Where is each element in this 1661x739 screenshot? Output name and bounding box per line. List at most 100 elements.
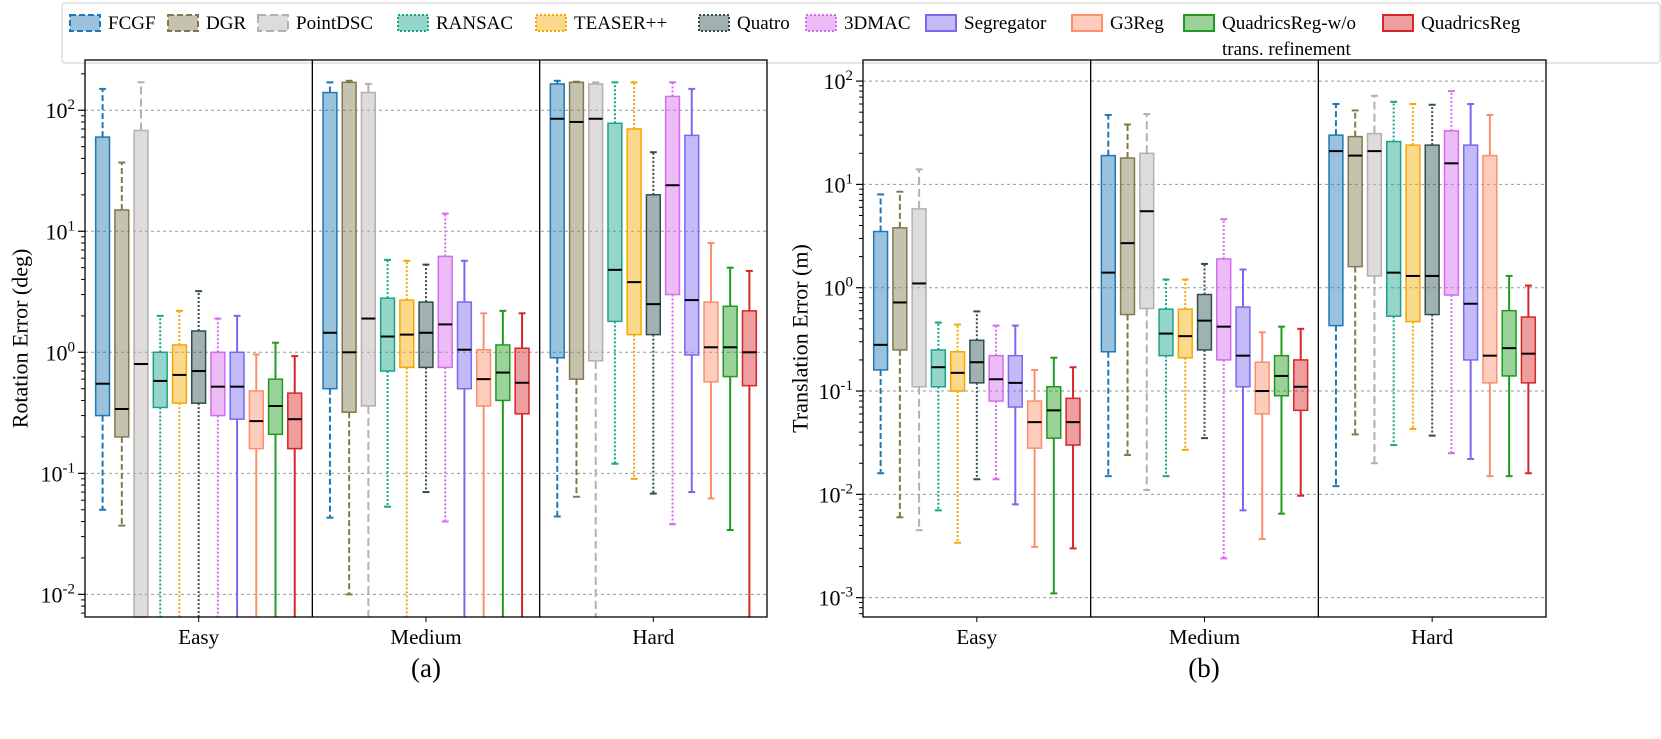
x-tick-label: Easy	[178, 625, 219, 649]
box-dgr-easy	[114, 161, 130, 527]
legend-entry-quadricsreg-w-o-trans-refinement: QuadricsReg-w/o trans. refinement	[1183, 13, 1356, 60]
legend-swatch	[805, 14, 837, 32]
y-tick-label: 101	[46, 218, 76, 244]
box-pointdsc-easy	[911, 168, 927, 532]
box-segregator-medium	[1235, 268, 1251, 512]
box-body	[1501, 309, 1517, 377]
box-segregator-hard	[1462, 103, 1479, 460]
box-body	[626, 128, 642, 336]
box-fcgf-medium	[1100, 113, 1116, 478]
legend-label: TEASER++	[574, 13, 667, 34]
box-dgr-medium	[341, 79, 357, 596]
legend-entry-dgr: DGR	[167, 13, 246, 34]
box-body	[1007, 354, 1023, 408]
box-quadricsreg-w-o-trans-refinement-easy	[267, 341, 284, 617]
box-dgr-hard	[568, 80, 585, 498]
box-quatro-medium	[1196, 262, 1213, 440]
box-quatro-medium	[418, 263, 434, 494]
legend-entry-3dmac: 3DMAC	[805, 13, 911, 34]
y-tick-label: 100	[46, 339, 76, 365]
box-body	[1046, 386, 1062, 439]
box-3dmac-easy	[210, 317, 226, 617]
legend-swatch	[1183, 14, 1215, 32]
box-g3reg-hard	[703, 241, 719, 500]
box-body	[684, 134, 700, 356]
box-quadricsreg-w-o-trans-refinement-medium	[495, 309, 511, 617]
box-body	[1254, 361, 1270, 415]
legend-entry-quadricsreg: QuadricsReg	[1382, 13, 1521, 34]
box-body	[114, 209, 130, 438]
legend-entry-pointdsc: PointDSC	[257, 13, 373, 34]
y-tick-label: 101	[824, 171, 854, 197]
box-body	[1100, 154, 1116, 353]
legend-label: PointDSC	[296, 13, 373, 34]
box-teaser-easy	[171, 309, 188, 617]
box-body	[1482, 154, 1498, 384]
y-tick-label: 10-2	[41, 581, 76, 607]
box-body	[645, 194, 661, 336]
box-body	[1347, 135, 1363, 268]
box-quadricsreg-medium	[514, 312, 530, 617]
legend-swatch	[69, 14, 101, 32]
y-tick-label: 102	[824, 68, 854, 94]
box-quadricsreg-easy	[1065, 366, 1081, 550]
legend-label: FCGF	[108, 13, 156, 34]
box-body	[379, 297, 396, 372]
box-quatro-hard	[1424, 103, 1440, 437]
y-tick-label: 10-3	[819, 585, 854, 611]
box-body	[248, 390, 264, 450]
box-ransac-medium	[379, 258, 396, 508]
legend-entry-g3reg: G3Reg	[1071, 13, 1164, 34]
box-body	[322, 91, 338, 390]
box-body	[1119, 157, 1136, 316]
box-g3reg-easy	[248, 353, 264, 617]
box-g3reg-medium	[475, 312, 492, 617]
box-fcgf-hard	[549, 79, 565, 518]
box-quadricsreg-hard	[1520, 284, 1537, 475]
box-ransac-easy	[152, 314, 168, 617]
box-body	[911, 208, 927, 388]
box-quadricsreg-easy	[287, 355, 303, 617]
box-body	[514, 347, 530, 415]
box-quadricsreg-w-o-trans-refinement-hard	[1501, 274, 1517, 478]
legend-label: RANSAC	[436, 13, 513, 34]
legend-label: QuadricsReg	[1421, 13, 1521, 34]
box-ransac-easy	[930, 321, 947, 512]
legend-label: 3DMAC	[844, 13, 911, 34]
legend-label: QuadricsReg-w/o	[1222, 13, 1356, 34]
box-body	[1158, 308, 1174, 357]
x-tick-label: Hard	[1411, 625, 1453, 649]
legend-label-line2: trans. refinement	[1222, 39, 1351, 60]
box-body	[568, 81, 585, 380]
box-body	[1177, 308, 1193, 359]
box-body	[1386, 140, 1402, 317]
box-body	[930, 349, 947, 388]
box-quadricsreg-w-o-trans-refinement-medium	[1273, 325, 1290, 515]
box-body	[1462, 144, 1479, 361]
box-body	[588, 83, 604, 362]
box-quadricsreg-w-o-trans-refinement-easy	[1046, 356, 1062, 595]
box-3dmac-hard	[1443, 90, 1460, 455]
box-body	[549, 83, 565, 359]
legend-swatch	[1382, 14, 1414, 32]
legend-frame	[61, 2, 1661, 64]
x-tick-label: Medium	[390, 625, 461, 649]
box-dgr-hard	[1347, 109, 1363, 436]
legend-entry-teaser: TEASER++	[535, 13, 667, 34]
y-axis-label: Translation Error (m)	[788, 244, 813, 433]
box-body	[475, 348, 492, 407]
box-quadricsreg-medium	[1293, 327, 1309, 497]
box-quadricsreg-w-o-trans-refinement-hard	[722, 266, 738, 532]
legend-entry-quatro: Quatro	[698, 13, 790, 34]
box-fcgf-easy	[94, 87, 111, 511]
y-tick-label: 102	[46, 97, 76, 123]
x-tick-label: Medium	[1169, 625, 1240, 649]
box-3dmac-medium	[437, 212, 453, 523]
box-pointdsc-easy	[133, 81, 149, 618]
box-body	[1520, 316, 1537, 384]
y-tick-label: 100	[824, 275, 854, 301]
box-3dmac-easy	[988, 324, 1004, 481]
legend: FCGF DGR PointDSC RANSAC TEASER++ Quatro 3DMAC…	[61, 2, 1661, 64]
legend-entry-ransac: RANSAC	[397, 13, 513, 34]
